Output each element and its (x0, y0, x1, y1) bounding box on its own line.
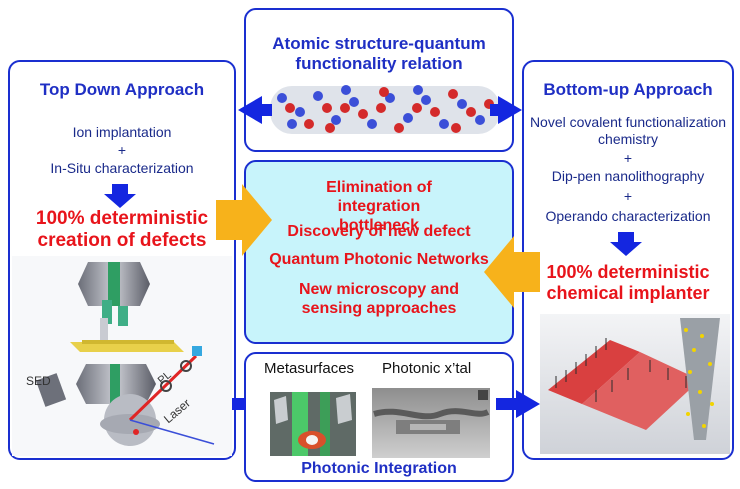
photonic-integration-title: Photonic Integration (301, 460, 457, 477)
in-situ-label: In-Situ characterization (50, 160, 194, 176)
covalent-chemistry-label: Novel covalent functionalization chemist… (529, 114, 727, 147)
arrow-top-to-left (238, 96, 272, 124)
metasurface-image (270, 392, 356, 456)
top-down-title: Top Down Approach (39, 80, 205, 99)
photonic-crystal-image (372, 388, 490, 458)
right-plus-1: + (623, 150, 633, 166)
arrow-bottom-to-right (496, 390, 540, 418)
operando-label: Operando characterization (545, 208, 711, 224)
orange-arrow-right (484, 236, 540, 308)
center-item-2: Discovery of new defect (287, 223, 471, 240)
center-item-4: New microscopy and sensing approaches (298, 281, 460, 317)
dip-pen-illustration (540, 314, 730, 454)
left-plus: + (117, 142, 127, 158)
photonic-xtal-label: Photonic x’tal (382, 360, 472, 377)
center-item-1: Elimination of integration bottleneck (326, 179, 432, 234)
bottom-up-title: Bottom-up Approach (543, 80, 713, 99)
orange-arrow-left (216, 184, 272, 256)
nanotube-image (270, 85, 500, 134)
arrow-top-to-right (490, 96, 522, 124)
right-result: 100% deterministic chemical implanter (546, 262, 710, 303)
center-item-3: Quantum Photonic Networks (269, 251, 489, 268)
right-plus-2: + (623, 188, 633, 204)
left-result: 100% deterministic creation of defects (35, 208, 209, 251)
ion-implantation-label: Ion implantation (72, 124, 172, 140)
sed-label: SED (26, 374, 51, 388)
instrument-illustration (12, 256, 232, 456)
metasurfaces-label: Metasurfaces (264, 360, 355, 377)
dip-pen-label: Dip-pen nanolithography (551, 168, 705, 184)
arrow-down-right (610, 232, 642, 256)
top-title: Atomic structure-quantum functionality r… (272, 34, 486, 73)
arrow-down-left (104, 184, 136, 208)
